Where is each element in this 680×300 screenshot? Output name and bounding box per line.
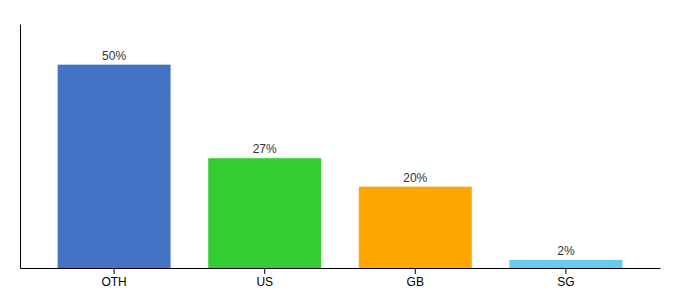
- chart-container: OTH US GB SG 50% 27% 20% 2%: [0, 0, 680, 300]
- bars: [58, 65, 623, 268]
- x-axis-line: [21, 268, 661, 269]
- data-label: 27%: [253, 142, 277, 156]
- x-tick: OTH: [101, 268, 126, 289]
- data-labels: 50% 27% 20% 2%: [102, 49, 575, 258]
- bar: [58, 65, 171, 268]
- bar: [208, 158, 321, 268]
- y-axis-line: [20, 25, 21, 269]
- x-tick: SG: [557, 268, 574, 289]
- chart: OTH US GB SG 50% 27% 20% 2%: [0, 0, 680, 300]
- y-axis: [20, 25, 21, 269]
- bar: [359, 187, 472, 268]
- x-tick-mark: [415, 268, 416, 274]
- x-tick: GB: [407, 268, 424, 289]
- x-tick-label: SG: [557, 275, 574, 289]
- data-label: 2%: [557, 244, 575, 258]
- bar: [509, 260, 622, 268]
- x-tick-label: GB: [407, 275, 424, 289]
- x-tick-mark: [114, 268, 115, 274]
- x-axis: OTH US GB SG: [21, 268, 661, 289]
- x-tick-label: OTH: [101, 275, 126, 289]
- x-tick-label: US: [256, 275, 273, 289]
- x-tick-mark: [264, 268, 265, 274]
- data-label: 50%: [102, 49, 126, 63]
- data-label: 20%: [403, 171, 427, 185]
- x-tick-mark: [565, 268, 566, 274]
- x-tick: US: [256, 268, 273, 289]
- plot: OTH US GB SG 50% 27% 20% 2%: [21, 25, 661, 289]
